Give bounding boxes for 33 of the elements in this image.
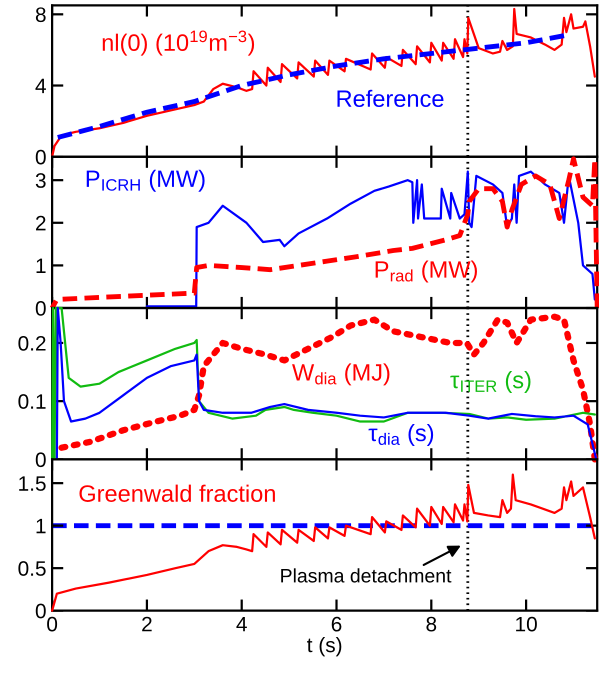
y-tick-label: 1 xyxy=(36,258,46,273)
series-label: Reference xyxy=(337,90,444,108)
series-label: τ$_{ITER}$ (s) xyxy=(450,370,530,393)
y-tick-label: 4 xyxy=(35,78,46,94)
y-tick-label: 3 xyxy=(36,173,46,188)
x-tick-label: 8 xyxy=(426,616,436,632)
y-tick-label: 0 xyxy=(36,301,46,316)
y-tick-label: 0 xyxy=(36,604,46,618)
y-tick-label: 2 xyxy=(36,216,46,230)
line-series xyxy=(51,8,596,158)
series-label: τ$_{dia}$ (s) xyxy=(368,424,434,446)
x-axis-title: t (s) xyxy=(307,637,342,656)
annotation: Plasma detachment xyxy=(281,568,452,583)
y-tick-label: 1.5 xyxy=(19,476,46,491)
y-tick-label: 1 xyxy=(36,518,46,534)
line-series xyxy=(51,474,596,612)
x-tick-label: 10 xyxy=(516,616,537,632)
x-tick-label: 4 xyxy=(236,616,247,632)
y-tick-label: 0.1 xyxy=(18,394,46,409)
x-tick-label: 0 xyxy=(47,616,58,632)
line-series xyxy=(146,170,596,308)
y-tick-label: 0 xyxy=(36,150,46,164)
series-label: P$_{ICRH}$ (MW) xyxy=(86,170,205,192)
x-tick-label: 2 xyxy=(142,616,152,632)
series-label: Greenwald fraction xyxy=(79,484,275,502)
x-tick-label: 6 xyxy=(332,616,342,632)
series-label: nl(0) (10$^{19}$m$^{−3}$) xyxy=(102,30,254,56)
series-label: P$_{rad}$ (MW) xyxy=(376,260,477,283)
series-label: W$_{dia}$ (MJ) xyxy=(292,363,390,386)
y-tick-label: 0 xyxy=(36,452,46,468)
y-tick-label: 0.2 xyxy=(18,336,46,351)
y-tick-label: 8 xyxy=(36,7,46,22)
y-tick-label: 0.5 xyxy=(18,561,46,576)
